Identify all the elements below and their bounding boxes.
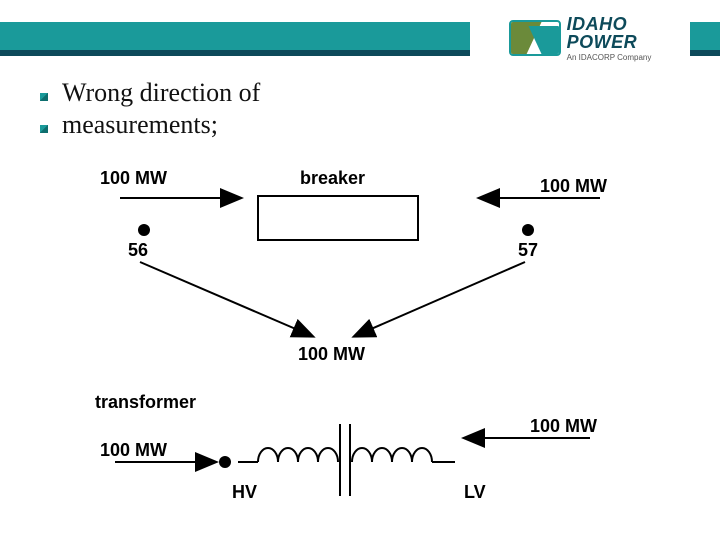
logo: IDAHO POWER An IDACORP Company <box>470 10 690 66</box>
node-hv-dot <box>219 456 231 468</box>
title-line-2: measurements; <box>62 110 218 140</box>
breaker-box <box>258 196 418 240</box>
label-transformer: transformer <box>95 392 196 413</box>
node-57-dot <box>522 224 534 236</box>
title-block: Wrong direction of measurements; <box>40 78 260 142</box>
arrow-diag-left <box>140 262 312 336</box>
label-lv: LV <box>464 482 486 503</box>
coil-hv-icon <box>258 448 338 462</box>
label-mid-mw: 100 MW <box>298 344 365 365</box>
logo-tagline: An IDACORP Company <box>567 53 652 62</box>
label-bot-right-mw: 100 MW <box>530 416 597 437</box>
label-node-57: 57 <box>518 240 538 261</box>
label-top-left-mw: 100 MW <box>100 168 167 189</box>
bullet-icon <box>40 125 48 133</box>
logo-brand-bottom: POWER <box>567 33 652 51</box>
label-bot-left-mw: 100 MW <box>100 440 167 461</box>
logo-mark-icon <box>509 20 561 56</box>
label-breaker: breaker <box>300 168 365 189</box>
bullet-icon <box>40 93 48 101</box>
logo-brand-top: IDAHO <box>567 15 652 33</box>
coil-lv-icon <box>352 448 432 462</box>
label-node-56: 56 <box>128 240 148 261</box>
arrow-diag-right <box>355 262 525 336</box>
label-top-right-mw: 100 MW <box>540 176 607 197</box>
node-56-dot <box>138 224 150 236</box>
label-hv: HV <box>232 482 257 503</box>
diagram: breaker 100 MW 100 MW 56 57 100 MW trans… <box>0 160 720 540</box>
title-line-1: Wrong direction of <box>62 78 260 108</box>
